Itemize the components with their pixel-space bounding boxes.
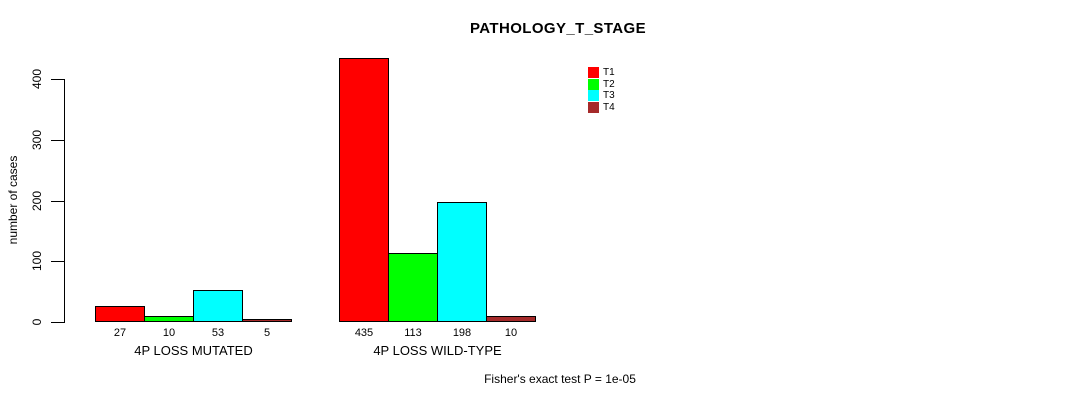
legend-swatch-t2 xyxy=(588,78,599,90)
legend-item-t3: T3 xyxy=(588,89,615,101)
legend-item-t2: T2 xyxy=(588,78,615,90)
bar-value-label: 113 xyxy=(404,327,422,339)
y-tick-label: 200 xyxy=(30,190,44,212)
bar-t3-4p-loss-mutated xyxy=(193,290,243,322)
x-category-label-4p-loss-mutated: 4P LOSS MUTATED xyxy=(134,343,253,358)
bar-t4-4p-loss-wild-type xyxy=(486,316,536,322)
y-axis-label: number of cases xyxy=(6,155,20,245)
y-tick-mark xyxy=(51,79,64,80)
bar-t2-4p-loss-mutated xyxy=(144,316,194,322)
bar-value-label: 27 xyxy=(113,327,127,339)
y-tick-label: 400 xyxy=(30,68,44,90)
chart-title: PATHOLOGY_T_STAGE xyxy=(470,20,646,37)
bar-value-label: 10 xyxy=(504,327,518,339)
bar-t4-4p-loss-mutated xyxy=(242,319,292,322)
legend-swatch-t4 xyxy=(588,101,599,113)
x-category-label-4p-loss-wild-type: 4P LOSS WILD-TYPE xyxy=(373,343,502,358)
bar-value-label: 53 xyxy=(211,327,225,339)
bar-value-label: 198 xyxy=(452,327,472,339)
y-tick-label: 0 xyxy=(30,318,44,326)
y-tick-mark xyxy=(51,261,64,262)
legend-label: T2 xyxy=(603,78,615,90)
legend-label: T4 xyxy=(603,101,615,113)
bar-t1-4p-loss-wild-type xyxy=(339,58,389,322)
bar-value-label: 10 xyxy=(162,327,176,339)
y-tick-mark xyxy=(51,140,64,141)
bar-t3-4p-loss-wild-type xyxy=(437,202,487,322)
legend-item-t1: T1 xyxy=(588,66,615,78)
legend-label: T3 xyxy=(603,89,615,101)
y-axis-line xyxy=(64,79,65,323)
legend-label: T1 xyxy=(603,66,615,78)
y-tick-mark xyxy=(51,322,64,323)
y-tick-label: 100 xyxy=(30,250,44,272)
fisher-test-annotation: Fisher's exact test P = 1e-05 xyxy=(484,372,636,386)
legend-swatch-t1 xyxy=(588,66,599,78)
y-tick-label: 300 xyxy=(30,129,44,151)
legend-swatch-t3 xyxy=(588,89,599,101)
y-tick-mark xyxy=(51,201,64,202)
bar-value-label: 435 xyxy=(354,327,374,339)
bar-value-label: 5 xyxy=(263,327,271,339)
bar-t2-4p-loss-wild-type xyxy=(388,253,438,322)
legend-item-t4: T4 xyxy=(588,101,615,113)
bar-t1-4p-loss-mutated xyxy=(95,306,145,322)
